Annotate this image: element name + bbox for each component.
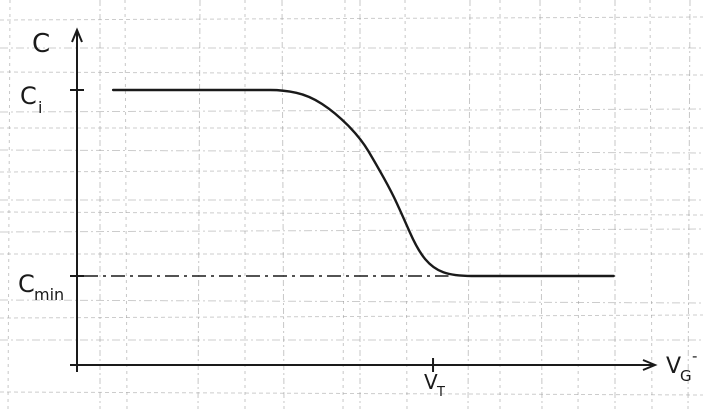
grid-line-v (467, 0, 471, 409)
grid-line-v (539, 0, 543, 409)
grid-line-h (0, 299, 703, 304)
grid-line-v (124, 0, 128, 409)
markers (70, 89, 449, 372)
grid-line-h (0, 71, 703, 76)
grid-line-h (0, 108, 703, 113)
grid-line-v (342, 0, 346, 409)
y-axis-label: C (32, 29, 50, 59)
cmin-label-sub: min (34, 285, 64, 304)
grid-line-h (0, 149, 703, 154)
series (111, 88, 615, 278)
grid-line-v (404, 0, 408, 409)
grid-line-h (0, 391, 703, 396)
grid-line-v (687, 0, 691, 409)
grid-line-v (281, 0, 285, 409)
axes (70, 27, 658, 372)
grid-line-v (7, 0, 11, 409)
grid-line-h (0, 16, 703, 21)
x-axis-label: V (666, 354, 681, 379)
cmin-label: C (18, 270, 35, 298)
vt-label: V (424, 370, 438, 394)
grid-line-h (0, 168, 703, 173)
grid-line-v (577, 0, 581, 409)
grid-line-h (0, 228, 703, 233)
x-axis-label-sup: - (692, 347, 697, 365)
grid-line-h (0, 314, 703, 319)
y-axis-arrow (71, 27, 83, 43)
grid-line-v (649, 0, 653, 409)
cv-curve (111, 88, 615, 278)
x-axis-arrow (642, 359, 658, 371)
ci-label-sub: i (38, 98, 42, 117)
ci-label: C (20, 82, 37, 110)
grid-line-h (0, 211, 703, 216)
vt-label-sub: T (436, 385, 445, 400)
x-axis-label-sub: G (680, 367, 692, 385)
grid-line-v (197, 0, 201, 409)
